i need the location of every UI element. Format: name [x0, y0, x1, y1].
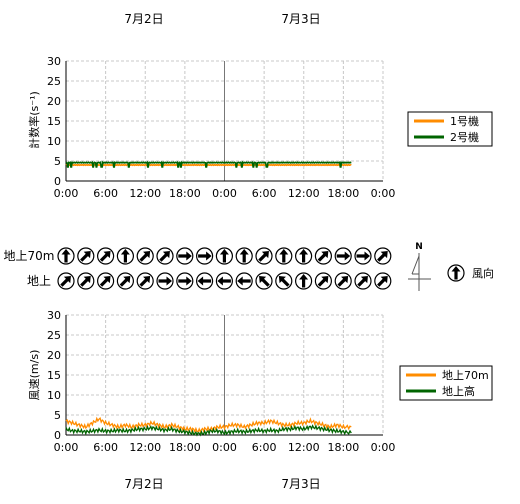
- wind-direction-legend-icon: [447, 264, 465, 282]
- wind-speed-ytick-label: 25: [47, 329, 61, 342]
- north-indicator: N: [408, 242, 431, 291]
- wind-arrow-icon: [57, 272, 75, 290]
- wind-arrow-icon: [314, 247, 332, 265]
- wind-legend-arrow-icon: [447, 264, 465, 282]
- wind-arrow-icon: [176, 272, 194, 290]
- wind-arrow-icon: [156, 247, 174, 265]
- wind-arrow-icon: [77, 272, 95, 290]
- wind-speed-xtick-label: 18:00: [169, 441, 201, 454]
- wind-speed-xtick-label: 0:00: [54, 441, 79, 454]
- count-rate-ytick-label: 15: [47, 115, 61, 128]
- wind-arrow-icon: [215, 247, 233, 265]
- wind-speed-ytick-label: 5: [54, 409, 61, 422]
- wind-arrow-icon: [255, 272, 273, 290]
- wind-arrow-icon: [176, 247, 194, 265]
- wind-arrow-icon: [196, 247, 214, 265]
- wind-arrow-icon: [275, 247, 293, 265]
- wind-arrow-icon: [156, 272, 174, 290]
- wind-speed-xtick-label: 18:00: [328, 441, 360, 454]
- wind-arrow-icon: [354, 272, 372, 290]
- wind-arrow-icon: [96, 272, 115, 290]
- wind-arrow-icon: [334, 247, 352, 265]
- wind-arrow-icon: [374, 272, 392, 290]
- wind-arrow-icon: [77, 247, 95, 265]
- wind-row-label-70m: 地上70m: [4, 249, 55, 263]
- wind-arrow-icon: [374, 247, 392, 265]
- wind-speed-series-line: [65, 416, 352, 434]
- count-rate-series-line: [65, 160, 352, 168]
- wind-speed-chart: 0 5 10 15 20 25 30 0:00 6:00 12:00 18:00 0:00 6:00 12…: [47, 309, 395, 454]
- count-rate-xtick-label: 0:00: [371, 187, 396, 200]
- wind-direction-legend-label: 風向: [472, 266, 494, 280]
- legend-ground: 地上高: [442, 384, 475, 398]
- count-rate-ytick-label: 30: [47, 55, 61, 68]
- north-label: N: [415, 242, 423, 252]
- date-label-top-2: 7月3日: [281, 12, 320, 26]
- wind-direction-rows: [57, 247, 392, 290]
- wind-arrow-icon: [57, 247, 75, 265]
- wind-arrow-icon: [136, 272, 154, 290]
- wind-row-label-ground: 地上: [27, 274, 51, 288]
- wind-speed-ytick-label: 10: [47, 389, 61, 402]
- legend-70m: 地上70m: [442, 369, 489, 382]
- count-rate-ytick-label: 5: [54, 155, 61, 168]
- count-rate-ytick-label: 25: [47, 75, 61, 88]
- count-rate-ylabel: 計数率(s⁻¹): [27, 91, 41, 149]
- wind-arrow-icon: [235, 247, 253, 265]
- wind-arrow-icon: [96, 247, 115, 265]
- legend-unit2: 2号機: [450, 130, 479, 144]
- wind-speed-xtick-label: 0:00: [371, 441, 396, 454]
- wind-arrow-icon: [354, 247, 372, 265]
- wind-arrow-icon: [136, 247, 154, 265]
- legend-unit1: 1号機: [450, 114, 479, 128]
- count-rate-ytick-label: 10: [47, 135, 61, 148]
- count-rate-xtick-label: 0:00: [54, 187, 79, 200]
- wind-speed-ytick-label: 20: [47, 349, 61, 362]
- count-rate-xtick-label: 6:00: [252, 187, 277, 200]
- wind-speed-series-line: [65, 424, 352, 437]
- wind-arrow-icon: [196, 272, 214, 290]
- count-rate-xtick-label: 6:00: [93, 187, 118, 200]
- wind-arrow-icon: [275, 272, 293, 290]
- wind-speed-xtick-label: 0:00: [212, 441, 237, 454]
- wind-speed-xtick-label: 6:00: [93, 441, 118, 454]
- count-rate-ytick-label: 20: [47, 95, 61, 108]
- wind-speed-ytick-label: 0: [54, 429, 61, 442]
- wind-arrow-icon: [295, 247, 313, 265]
- count-rate-xtick-label: 18:00: [328, 187, 360, 200]
- wind-arrow-icon: [215, 272, 233, 290]
- wind-speed-ytick-label: 30: [47, 309, 61, 322]
- wind-speed-xtick-label: 12:00: [129, 441, 161, 454]
- wind-speed-ylabel: 風速(m/s): [28, 350, 41, 401]
- wind-arrow-icon: [235, 272, 253, 290]
- count-rate-xtick-label: 18:00: [169, 187, 201, 200]
- count-rate-xtick-label: 12:00: [129, 187, 161, 200]
- count-rate-series-line: [65, 163, 352, 167]
- wind-arrow-icon: [116, 247, 135, 265]
- wind-speed-legend: 地上70m 地上高: [399, 365, 493, 401]
- wind-speed-xtick-label: 6:00: [252, 441, 277, 454]
- date-label-top-1: 7月2日: [124, 12, 163, 26]
- count-rate-ytick-label: 0: [54, 175, 61, 188]
- date-label-bottom-1: 7月2日: [124, 477, 163, 491]
- wind-arrow-icon: [314, 272, 332, 290]
- wind-arrow-icon: [255, 247, 273, 265]
- wind-speed-xtick-label: 12:00: [288, 441, 320, 454]
- count-rate-chart: 0 5 10 15 20 25 30 0:00 6:00 12:00 18:00 0:00 6:00 12…: [47, 55, 395, 200]
- wind-speed-ytick-label: 15: [47, 369, 61, 382]
- count-rate-xtick-label: 12:00: [288, 187, 320, 200]
- wind-arrow-icon: [295, 272, 313, 290]
- wind-arrow-icon: [116, 272, 135, 290]
- wind-arrow-icon: [334, 272, 352, 290]
- count-rate-xtick-label: 0:00: [212, 187, 237, 200]
- count-rate-legend: 1号機 2号機: [407, 111, 493, 147]
- date-label-bottom-2: 7月3日: [281, 477, 320, 491]
